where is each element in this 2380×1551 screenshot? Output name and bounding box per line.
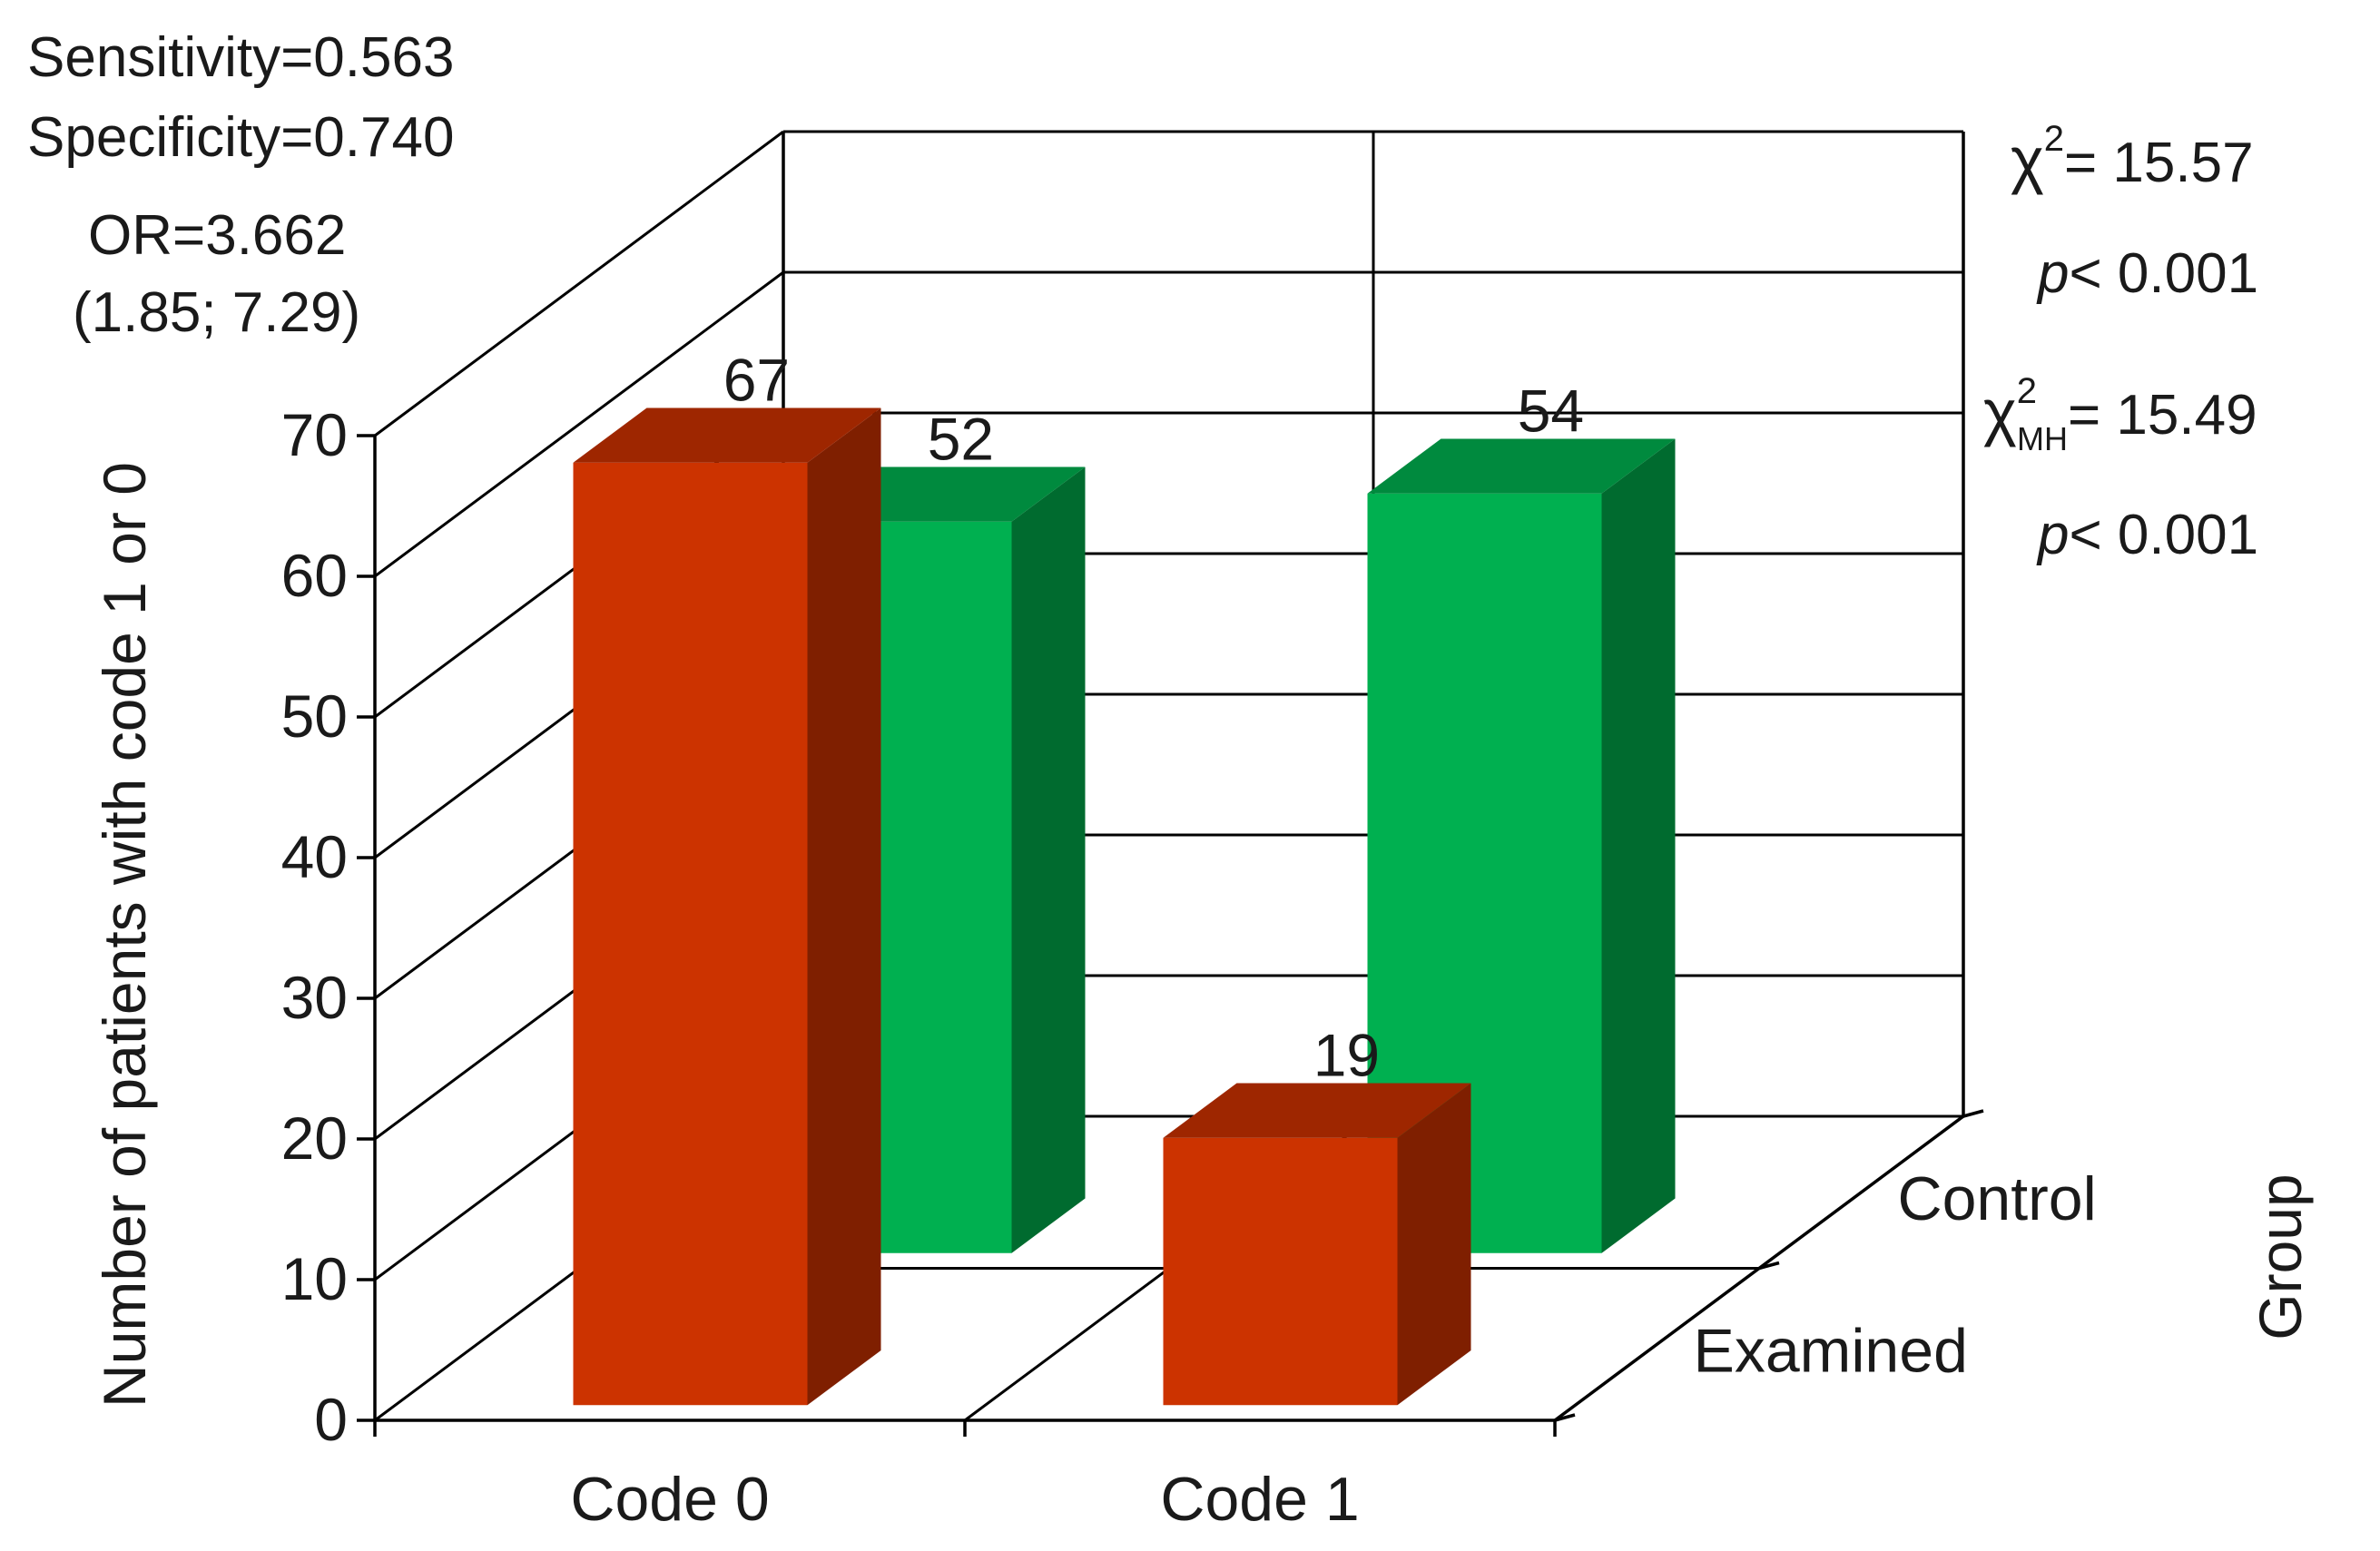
depth-axis-label: Examined — [1694, 1316, 1968, 1385]
y-axis-title: Number of patients with code 1 or 0 — [91, 462, 158, 1408]
p-value-2: < 0.001 — [2069, 504, 2258, 566]
chi-mh-symbol: χ — [1983, 377, 2017, 447]
p-value-annotation-2: p< 0.001 — [2036, 504, 2258, 566]
bar-side-face — [807, 407, 881, 1406]
bar-top-face — [1367, 438, 1676, 494]
depth-axis-tick-mark — [1962, 1109, 1984, 1118]
side-wall-gridline — [374, 130, 784, 437]
bar-front-face — [573, 462, 808, 1406]
y-tick-label: 40 — [281, 823, 348, 890]
y-tick-label: 0 — [314, 1386, 348, 1453]
side-wall-gridline — [374, 270, 784, 578]
bar-front-face — [1163, 1137, 1398, 1406]
chi-superscript: 2 — [2044, 119, 2064, 159]
x-category-label: Code 0 — [570, 1465, 769, 1534]
bar-data-label: 52 — [928, 405, 994, 472]
bar-data-label: 54 — [1518, 377, 1584, 444]
bar-data-label: 19 — [1313, 1021, 1380, 1088]
bar-data-label: 67 — [723, 346, 790, 413]
chi-symbol: χ — [2011, 124, 2044, 195]
p-italic: p — [2036, 242, 2069, 305]
y-tick-label: 30 — [281, 964, 348, 1031]
bar-side-face — [1011, 466, 1086, 1253]
y-tick-label: 10 — [281, 1245, 348, 1312]
chi-square-annotation: χ2= 15.57 — [2011, 119, 2254, 195]
chi-square-value: = 15.57 — [2064, 132, 2254, 194]
odds-ratio-annotation: OR=3.662 — [88, 204, 346, 267]
depth-axis-title: Group — [2247, 1173, 2314, 1340]
labels: Code 0 Code 1 Examined Control 52 54 67 19 — [570, 346, 2096, 1534]
chi-mh-superscript: 2 — [2017, 371, 2037, 411]
x-category-label: Code 1 — [1160, 1465, 1359, 1534]
p-value: < 0.001 — [2069, 242, 2258, 305]
y-axis-ticks: 0 10 20 30 40 50 60 70 — [281, 401, 375, 1453]
bar-side-face — [1397, 1083, 1471, 1406]
depth-axis-tick-mark — [1758, 1261, 1780, 1271]
y-tick-label: 70 — [281, 401, 348, 468]
bar-side-face — [1601, 438, 1676, 1253]
depth-axis-tick-mark — [1554, 1413, 1576, 1422]
depth-axis-label: Control — [1898, 1164, 2097, 1233]
y-tick-label: 50 — [281, 682, 348, 750]
odds-ratio-ci-annotation: (1.85; 7.29) — [73, 281, 360, 344]
chi-square-mh-annotation: χ2 MH= 15.49 — [1983, 371, 2257, 457]
bar-top-face — [1163, 1083, 1471, 1138]
y-tick-label: 20 — [281, 1104, 348, 1172]
bar-top-face — [573, 407, 881, 463]
y-tick-label: 60 — [281, 542, 348, 609]
p-italic-2: p — [2036, 504, 2069, 566]
chi-mh-subscript: MH — [2017, 420, 2068, 457]
bars — [573, 407, 1676, 1406]
p-value-annotation-1: p< 0.001 — [2036, 242, 2258, 305]
specificity-annotation: Specificity=0.740 — [27, 106, 454, 169]
sensitivity-annotation: Sensitivity=0.563 — [27, 26, 454, 89]
chi-square-mh-value: = 15.49 — [2068, 384, 2257, 447]
